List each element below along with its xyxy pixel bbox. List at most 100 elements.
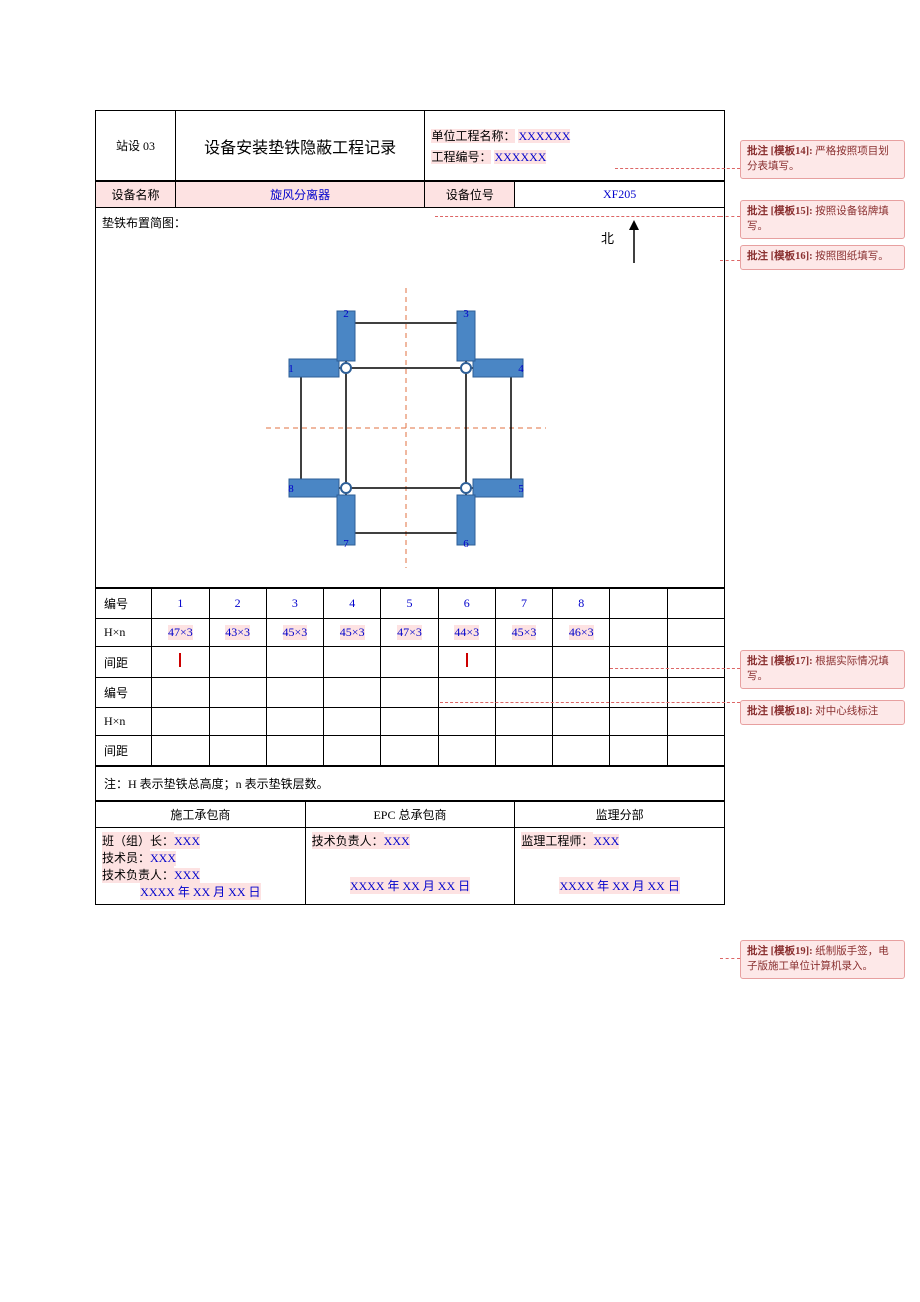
cell: 5 bbox=[381, 589, 438, 619]
cell bbox=[266, 678, 323, 708]
cell bbox=[667, 736, 724, 766]
cell: 45×3 bbox=[324, 619, 381, 647]
cell bbox=[152, 736, 209, 766]
north-arrow-icon bbox=[624, 218, 644, 268]
header-table: 站设 03 设备安装垫铁隐蔽工程记录 单位工程名称： XXXXXX 工程编号： … bbox=[95, 110, 725, 181]
north-label: 北 bbox=[601, 228, 614, 247]
cell bbox=[553, 708, 610, 736]
comment-box: 批注 [模板16]: 按照图纸填写。 bbox=[740, 245, 905, 270]
comment-connector bbox=[720, 958, 740, 959]
cell bbox=[553, 647, 610, 678]
cell bbox=[667, 708, 724, 736]
comment-box: 批注 [模板15]: 按照设备铭牌填写。 bbox=[740, 200, 905, 239]
row-label: 编号 bbox=[96, 589, 152, 619]
cell bbox=[324, 647, 381, 678]
cell bbox=[495, 708, 552, 736]
sig3-line1-val: XXX bbox=[593, 834, 619, 849]
cell bbox=[610, 589, 667, 619]
equip-name-label: 设备名称 bbox=[96, 182, 176, 208]
sig1-line2-val: XXX bbox=[150, 851, 176, 866]
comment-connector bbox=[720, 216, 740, 217]
cell bbox=[381, 708, 438, 736]
comment-box: 批注 [模板17]: 根据实际情况填写。 bbox=[740, 650, 905, 689]
cell: 2 bbox=[209, 589, 266, 619]
comment-box: 批注 [模板14]: 严格按照项目划分表填写。 bbox=[740, 140, 905, 179]
unit-project-value: XXXXXX bbox=[518, 129, 570, 143]
cell bbox=[610, 678, 667, 708]
svg-text:4: 4 bbox=[518, 363, 524, 375]
svg-text:7: 7 bbox=[343, 538, 349, 550]
cell bbox=[324, 678, 381, 708]
sig-col-2: 技术负责人：XXX XXXX 年 XX 月 XX 日 bbox=[305, 828, 515, 905]
project-no-value: XXXXXX bbox=[494, 150, 546, 164]
comment-connector bbox=[435, 216, 720, 217]
cell: 7 bbox=[495, 589, 552, 619]
sig2-date: XXXX 年 XX 月 XX 日 bbox=[350, 877, 470, 894]
svg-text:2: 2 bbox=[343, 308, 349, 320]
sig2-line1-label: 技术负责人： bbox=[312, 832, 384, 849]
cell: 3 bbox=[266, 589, 323, 619]
equip-no-label: 设备位号 bbox=[425, 182, 515, 208]
row-label: H×n bbox=[96, 708, 152, 736]
comment-connector bbox=[610, 668, 740, 669]
sig2-line1-val: XXX bbox=[384, 834, 410, 849]
cell bbox=[381, 736, 438, 766]
cell bbox=[495, 736, 552, 766]
cell bbox=[209, 678, 266, 708]
form-page: 站设 03 设备安装垫铁隐蔽工程记录 单位工程名称： XXXXXX 工程编号： … bbox=[95, 110, 725, 905]
svg-text:8: 8 bbox=[288, 483, 294, 495]
cell: 45×3 bbox=[266, 619, 323, 647]
sig1-line2-label: 技术员： bbox=[102, 849, 150, 866]
sig3-line1-label: 监理工程师： bbox=[521, 832, 593, 849]
measurement-table: 编号12345678H×n47×343×345×345×347×344×345×… bbox=[95, 588, 725, 766]
svg-text:5: 5 bbox=[518, 483, 524, 495]
doc-code: 站设 03 bbox=[96, 111, 176, 181]
cell: 43×3 bbox=[209, 619, 266, 647]
cell: 6 bbox=[438, 589, 495, 619]
cell bbox=[324, 736, 381, 766]
comment-connector bbox=[615, 168, 740, 169]
cell: 1 bbox=[152, 589, 209, 619]
cell bbox=[438, 708, 495, 736]
sig-col-3: 监理工程师：XXX XXXX 年 XX 月 XX 日 bbox=[515, 828, 725, 905]
form-title: 设备安装垫铁隐蔽工程记录 bbox=[175, 111, 425, 181]
sig-head-1: 施工承包商 bbox=[96, 802, 306, 828]
header-right: 单位工程名称： XXXXXX 工程编号： XXXXXX bbox=[425, 111, 725, 181]
comment-connector bbox=[440, 702, 740, 703]
comment-box: 批注 [模板19]: 纸制版手签，电子版施工单位计算机录入。 bbox=[740, 940, 905, 979]
layout-diagram: 12345678 bbox=[246, 268, 566, 588]
cell bbox=[209, 708, 266, 736]
cell bbox=[266, 708, 323, 736]
cell bbox=[152, 708, 209, 736]
cell bbox=[610, 736, 667, 766]
sig1-line3-val: XXX bbox=[174, 868, 200, 883]
sig3-date: XXXX 年 XX 月 XX 日 bbox=[559, 877, 679, 894]
equip-name-value: 旋风分离器 bbox=[175, 182, 425, 208]
signature-table: 施工承包商 EPC 总承包商 监理分部 班（组）长：XXX 技术员：XXX 技术… bbox=[95, 801, 725, 905]
svg-text:1: 1 bbox=[288, 363, 294, 375]
row-label: 间距 bbox=[96, 736, 152, 766]
sig1-line1-val: XXX bbox=[174, 834, 200, 849]
sig-col-1: 班（组）长：XXX 技术员：XXX 技术负责人：XXX XXXX 年 XX 月 … bbox=[96, 828, 306, 905]
row-label: 编号 bbox=[96, 678, 152, 708]
cell: 44×3 bbox=[438, 619, 495, 647]
row-label: 间距 bbox=[96, 647, 152, 678]
cell bbox=[610, 647, 667, 678]
cell: 8 bbox=[553, 589, 610, 619]
cell bbox=[667, 678, 724, 708]
cell: 4 bbox=[324, 589, 381, 619]
cell bbox=[667, 619, 724, 647]
comment-connector bbox=[720, 260, 740, 261]
cell bbox=[438, 647, 495, 678]
cell bbox=[553, 678, 610, 708]
diagram-area: 垫铁布置简图： 北 12345678 bbox=[95, 208, 725, 588]
svg-text:3: 3 bbox=[463, 308, 469, 320]
cell bbox=[266, 736, 323, 766]
cell bbox=[438, 736, 495, 766]
cell bbox=[495, 678, 552, 708]
equip-no-value: XF205 bbox=[515, 182, 725, 208]
cell bbox=[438, 678, 495, 708]
diagram-caption: 垫铁布置简图： bbox=[102, 214, 186, 231]
cell bbox=[266, 647, 323, 678]
note-row: 注：H 表示垫铁总高度；n 表示垫铁层数。 bbox=[95, 766, 725, 801]
